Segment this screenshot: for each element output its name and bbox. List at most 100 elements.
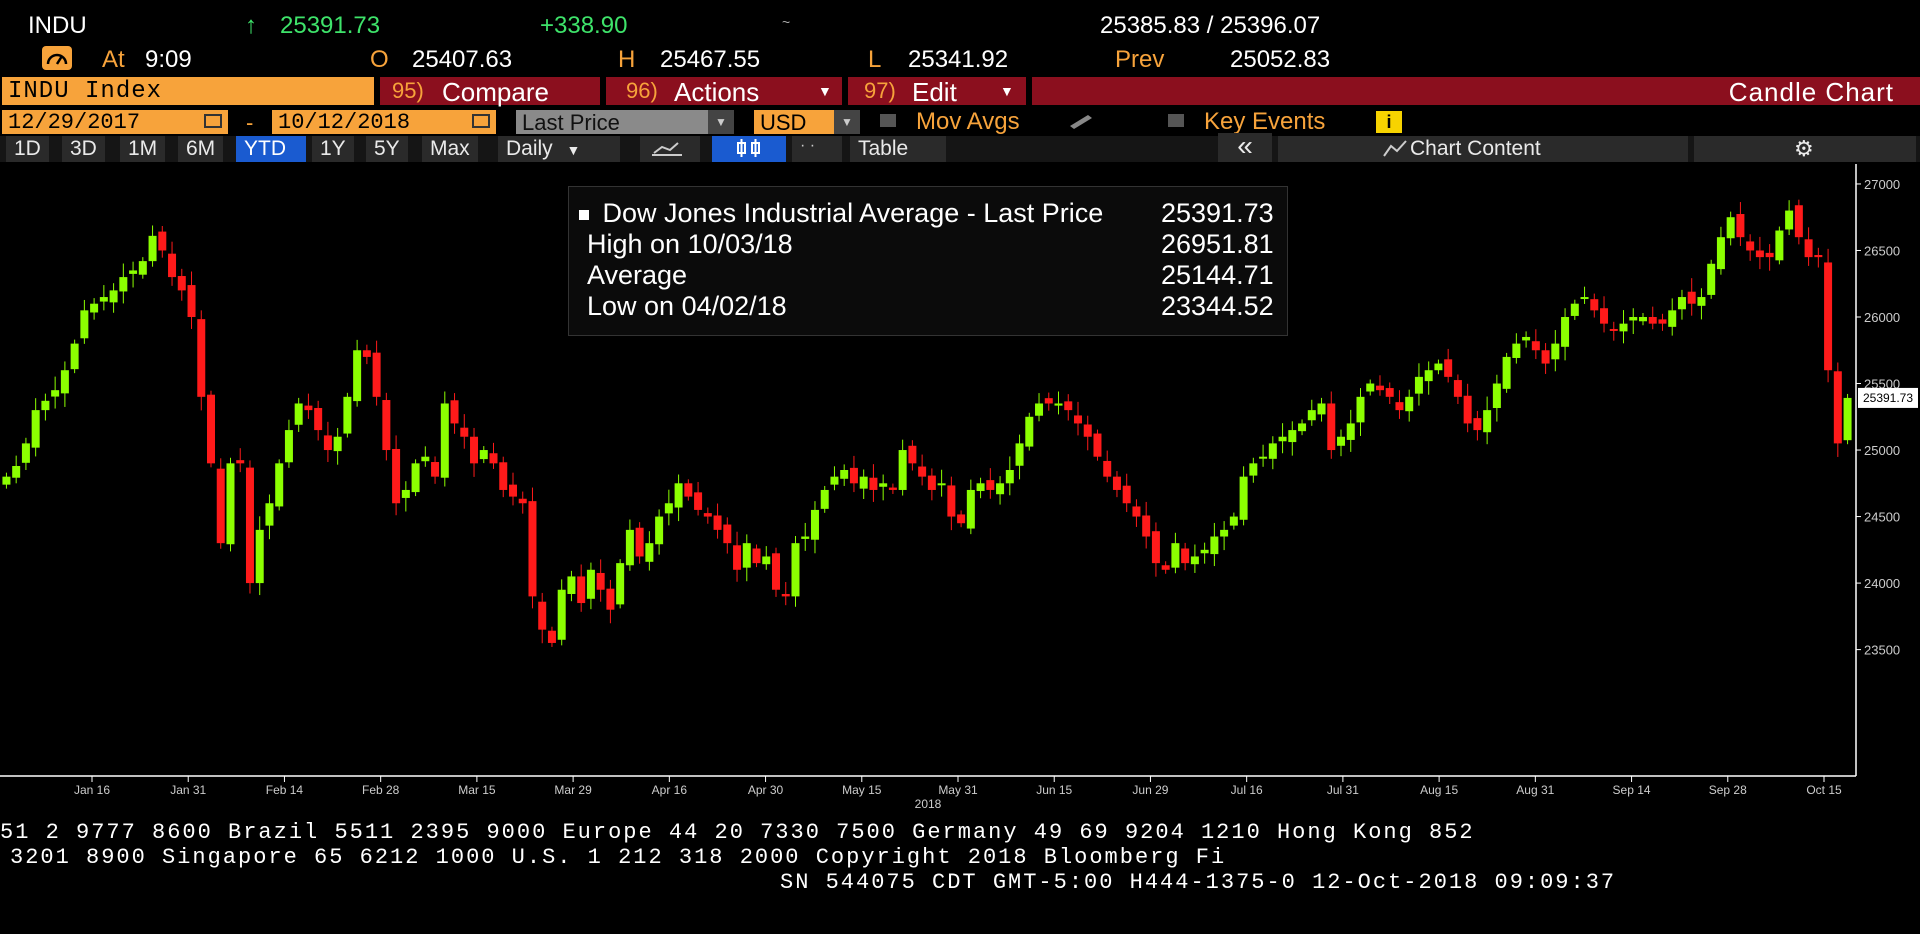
legend-row-low: Low on 04/02/18 xyxy=(587,291,787,322)
dot-chart-icon[interactable]: · · xyxy=(792,136,842,162)
candle-body xyxy=(742,543,751,568)
candle-body xyxy=(323,435,332,451)
candle-body xyxy=(508,484,517,497)
candle-body xyxy=(1249,463,1258,476)
x-tick-label: Mar 15 xyxy=(458,783,496,797)
candle-body xyxy=(1434,363,1443,371)
time-label: At xyxy=(102,46,125,73)
period-3d[interactable]: 3D xyxy=(62,136,105,162)
key-events-checkbox[interactable] xyxy=(1168,112,1184,130)
chevron-down-icon: ▼ xyxy=(818,83,832,99)
open-value: 25407.63 xyxy=(412,46,513,73)
candle-body xyxy=(1424,370,1433,382)
candle-body xyxy=(1561,317,1570,347)
candle-body xyxy=(1736,214,1745,238)
low-value: 25341.92 xyxy=(908,46,1009,73)
candle-body xyxy=(1385,388,1394,397)
candle-body xyxy=(557,589,566,640)
candle-body xyxy=(80,310,89,339)
candle-body xyxy=(489,453,498,464)
actions-number: 96) xyxy=(626,78,658,103)
period-1m[interactable]: 1M xyxy=(120,136,166,162)
y-tick-label: 25500 xyxy=(1864,377,1900,392)
candle-body xyxy=(129,270,138,274)
chevron-down-icon: ▼ xyxy=(566,142,581,158)
candle-body xyxy=(703,513,712,517)
candle-body xyxy=(820,489,829,509)
candle-body xyxy=(1112,476,1121,490)
candle-body xyxy=(1551,343,1560,360)
candle-body xyxy=(1697,297,1706,306)
candle-body xyxy=(1522,336,1531,341)
candle-body xyxy=(1414,376,1423,394)
currency-value: USD xyxy=(760,110,807,135)
candle-body xyxy=(1677,297,1686,310)
period-max[interactable]: Max xyxy=(422,136,478,162)
low-label: L xyxy=(868,46,882,73)
candle-body xyxy=(207,394,216,464)
candle-body xyxy=(1483,410,1492,433)
candle-body xyxy=(1093,433,1102,457)
candle-body xyxy=(840,470,849,479)
period-6m[interactable]: 6M xyxy=(178,136,224,162)
candle-body xyxy=(1444,359,1453,377)
x-tick-label: May 31 xyxy=(938,783,978,797)
candle-body xyxy=(1005,470,1014,484)
candle-body xyxy=(1366,383,1375,392)
candle-body xyxy=(1541,350,1550,364)
x-tick-label: May 15 xyxy=(842,783,882,797)
field-select[interactable]: Last Price ▼ xyxy=(516,110,734,135)
candle-body xyxy=(1814,255,1823,258)
candle-body xyxy=(265,503,274,526)
quote-time: 9:09 xyxy=(145,46,192,73)
collapse-button[interactable]: « xyxy=(1218,132,1272,162)
line-chart-icon[interactable] xyxy=(640,136,700,162)
candle-body xyxy=(1375,385,1384,391)
end-date-field[interactable]: 10/12/2018 xyxy=(272,110,496,135)
period-1y[interactable]: 1Y xyxy=(312,136,354,162)
candle-body xyxy=(372,352,381,397)
candle-chart-icon[interactable] xyxy=(712,136,786,162)
candle-body xyxy=(1580,297,1589,300)
legend-row-average: Average xyxy=(587,260,687,291)
chart-content-button[interactable]: Chart Content xyxy=(1278,136,1688,162)
candle-body xyxy=(1015,443,1024,466)
frequency-select[interactable]: Daily ▼ xyxy=(498,136,620,162)
candle-body xyxy=(1785,210,1794,230)
candle-body xyxy=(547,630,556,643)
speedometer-icon[interactable] xyxy=(42,46,72,70)
mov-avgs-checkbox[interactable] xyxy=(880,112,896,130)
y-tick-label: 24500 xyxy=(1864,510,1900,525)
candle-body xyxy=(1804,239,1813,258)
candle-body xyxy=(1103,460,1112,477)
candle-body xyxy=(664,503,673,514)
candle-body xyxy=(976,483,985,492)
candle-body xyxy=(723,524,732,544)
currency-select[interactable]: USD ▼ xyxy=(754,110,860,135)
field-value: Last Price xyxy=(522,110,620,135)
table-button[interactable]: Table xyxy=(850,136,946,162)
period-1d[interactable]: 1D xyxy=(6,136,49,162)
info-icon[interactable]: i xyxy=(1376,111,1402,133)
candle-body xyxy=(1638,317,1647,322)
x-tick-label: Apr 16 xyxy=(652,783,688,797)
candle-body xyxy=(470,436,479,464)
date-separator: - xyxy=(246,110,254,135)
y-tick-label: 26000 xyxy=(1864,310,1900,325)
frequency-value: Daily xyxy=(506,137,553,160)
pencil-icon[interactable] xyxy=(1066,112,1096,135)
period-ytd[interactable]: YTD xyxy=(236,136,306,162)
actions-menu[interactable]: 96) Actions ▼ xyxy=(606,77,842,107)
edit-menu[interactable]: 97) Edit ▼ xyxy=(848,77,1026,107)
start-date-field[interactable]: 12/29/2017 xyxy=(2,110,228,135)
candle-chart[interactable]: 23500 24000 24500 25000 25500 26000 26500 27000… xyxy=(0,164,1920,824)
settings-button[interactable]: ⚙ xyxy=(1694,136,1916,162)
candle-body xyxy=(1278,436,1287,442)
chart-content-icon xyxy=(1382,138,1410,164)
security-field[interactable]: INDU Index xyxy=(2,77,374,105)
calendar-icon xyxy=(472,114,490,128)
period-5y[interactable]: 5Y xyxy=(366,136,408,162)
candle-body xyxy=(1590,299,1599,311)
legend-row-last: Dow Jones Industrial Average - Last Pric… xyxy=(579,198,1103,229)
compare-button[interactable]: 95) Compare xyxy=(380,77,600,107)
